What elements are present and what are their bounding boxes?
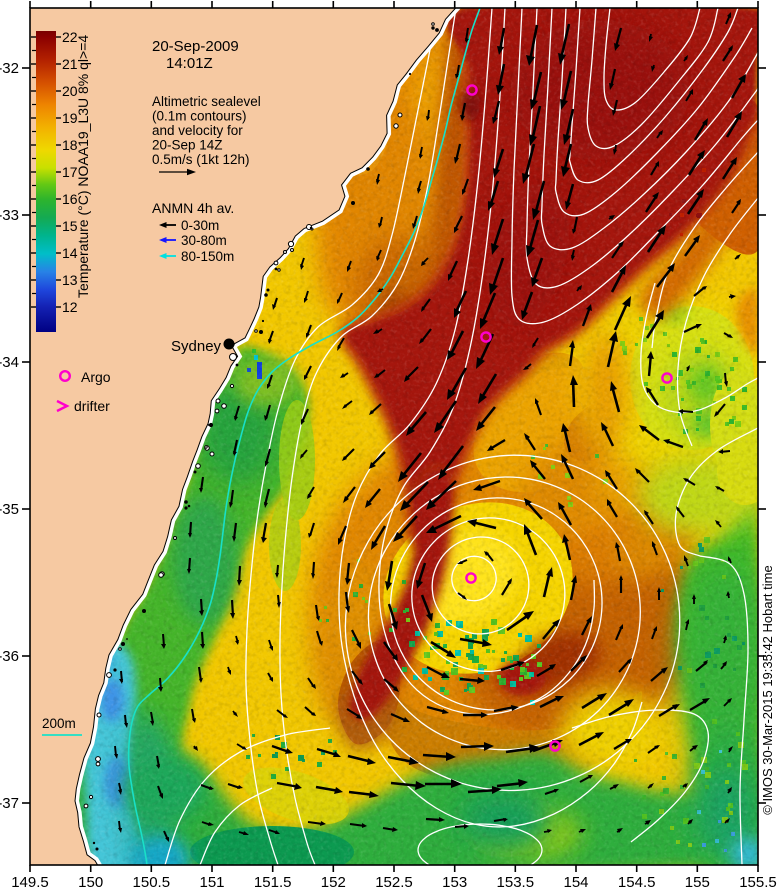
- svg-text:20-Sep-2009: 20-Sep-2009: [152, 38, 239, 55]
- svg-text:14:01Z: 14:01Z: [166, 55, 213, 72]
- svg-text:150: 150: [78, 874, 103, 890]
- svg-text:19: 19: [62, 110, 78, 126]
- svg-text:-33: -33: [0, 207, 19, 224]
- svg-text:ANMN 4h av.: ANMN 4h av.: [152, 200, 234, 216]
- svg-text:-35: -35: [0, 501, 19, 518]
- svg-text:Sydney: Sydney: [171, 338, 222, 355]
- svg-text:155: 155: [685, 874, 710, 890]
- svg-text:15: 15: [62, 218, 78, 234]
- svg-text:153.5: 153.5: [497, 874, 535, 890]
- svg-text:17: 17: [62, 164, 78, 180]
- svg-text:-32: -32: [0, 60, 19, 77]
- svg-text:22: 22: [62, 29, 78, 45]
- svg-text:0-30m: 0-30m: [181, 218, 219, 233]
- svg-text:(0.1m contours): (0.1m contours): [152, 109, 247, 124]
- svg-text:151.5: 151.5: [254, 874, 292, 890]
- svg-text:152.5: 152.5: [375, 874, 413, 890]
- svg-text:16: 16: [62, 191, 78, 207]
- svg-text:12: 12: [62, 299, 78, 315]
- svg-text:155.5: 155.5: [739, 874, 777, 890]
- svg-text:200m: 200m: [42, 716, 76, 731]
- svg-text:-36: -36: [0, 648, 19, 665]
- svg-text:-34: -34: [0, 354, 19, 371]
- svg-text:© IMOS 30-Mar-2015 19:35:42 H: © IMOS 30-Mar-2015 19:35:42 Hobart time: [760, 565, 775, 814]
- svg-text:18: 18: [62, 137, 78, 153]
- svg-text:0.5m/s (1kt 12h): 0.5m/s (1kt 12h): [152, 152, 250, 167]
- svg-text:80-150m: 80-150m: [181, 249, 234, 264]
- svg-text:20: 20: [62, 83, 78, 99]
- svg-text:20-Sep 14Z: 20-Sep 14Z: [152, 138, 223, 153]
- svg-text:151: 151: [199, 874, 224, 890]
- svg-text:154.5: 154.5: [618, 874, 656, 890]
- svg-text:149.5: 149.5: [11, 874, 49, 890]
- svg-text:154: 154: [563, 874, 588, 890]
- svg-text:21: 21: [62, 56, 78, 72]
- svg-text:150.5: 150.5: [133, 874, 171, 890]
- svg-text:Argo: Argo: [81, 369, 111, 385]
- svg-text:14: 14: [62, 245, 78, 261]
- svg-text:drifter: drifter: [74, 398, 110, 414]
- svg-text:152: 152: [321, 874, 346, 890]
- svg-text:13: 13: [62, 272, 78, 288]
- svg-text:and velocity for: and velocity for: [152, 123, 243, 138]
- svg-text:-37: -37: [0, 795, 19, 812]
- svg-text:30-80m: 30-80m: [181, 233, 227, 248]
- svg-text:Temperature (°C) NOAA19_L3U 8%: Temperature (°C) NOAA19_L3U 8% ql>=4: [75, 35, 91, 298]
- svg-text:153: 153: [442, 874, 467, 890]
- svg-text:Altimetric sealevel: Altimetric sealevel: [152, 94, 261, 109]
